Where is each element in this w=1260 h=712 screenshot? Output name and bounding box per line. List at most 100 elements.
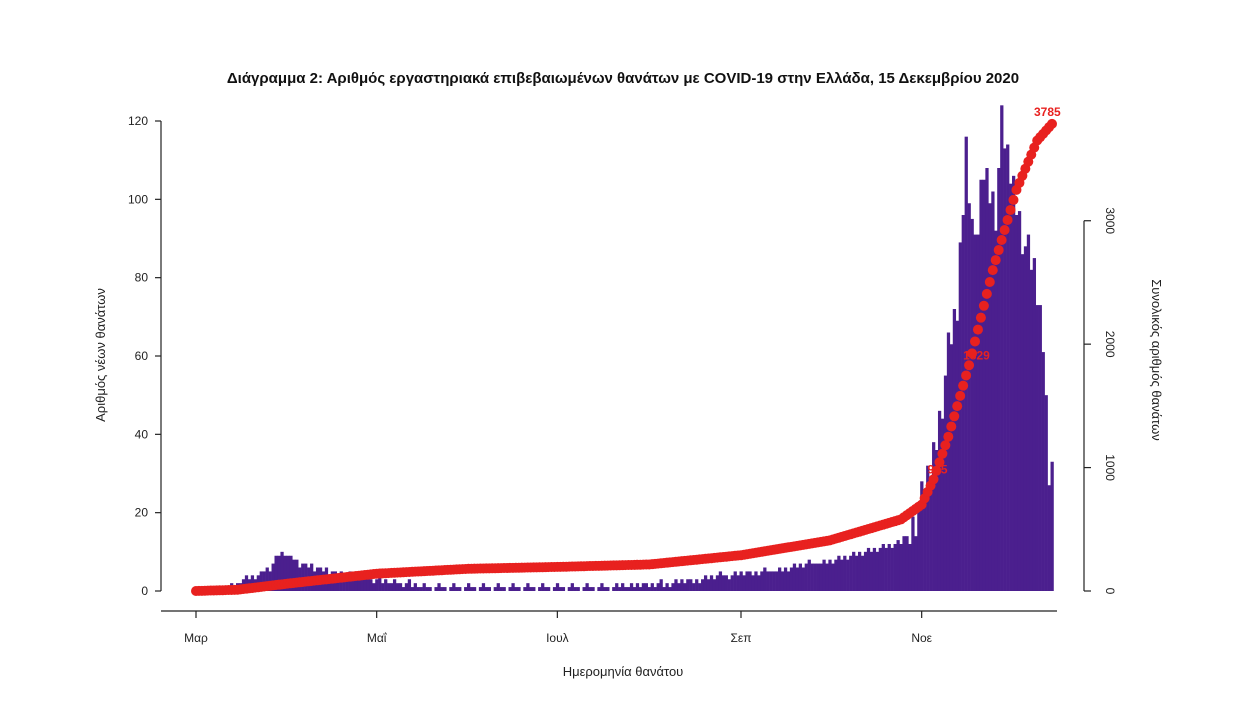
daily-bar xyxy=(378,575,382,591)
daily-bar xyxy=(413,583,417,591)
daily-bar xyxy=(997,168,1001,591)
cumulative-point xyxy=(987,265,998,276)
cumulative-point xyxy=(943,431,954,442)
daily-bar xyxy=(881,544,885,591)
daily-bar xyxy=(366,579,370,591)
daily-bar xyxy=(979,179,983,591)
daily-bar xyxy=(908,544,912,591)
daily-bar xyxy=(860,555,865,591)
x-tick-label: Μαΐ xyxy=(367,631,388,645)
daily-bar xyxy=(810,563,814,591)
daily-bar xyxy=(958,242,962,592)
daily-bar xyxy=(973,234,977,591)
daily-bar xyxy=(807,559,811,591)
daily-bar xyxy=(884,547,888,591)
daily-bar xyxy=(437,583,441,591)
daily-bar xyxy=(683,583,687,591)
daily-bar xyxy=(976,234,980,591)
y2-axis-label: Συνολικός αριθμός θανάτων xyxy=(1149,279,1164,440)
daily-bar xyxy=(381,583,385,591)
daily-bar xyxy=(1006,144,1010,591)
cumulative-point xyxy=(999,224,1010,235)
daily-bar xyxy=(422,583,426,591)
daily-bar xyxy=(709,575,714,591)
daily-bar xyxy=(1009,183,1013,592)
daily-bar xyxy=(896,540,900,591)
daily-bar xyxy=(701,579,705,591)
daily-bar xyxy=(1050,461,1054,591)
daily-bar xyxy=(1035,305,1039,591)
daily-bar xyxy=(650,583,654,591)
daily-bar xyxy=(712,579,717,591)
daily-bar xyxy=(395,583,400,591)
daily-bar xyxy=(789,567,794,591)
daily-bar xyxy=(496,583,500,591)
daily-bar xyxy=(398,583,403,591)
daily-bar xyxy=(351,575,355,591)
daily-bar xyxy=(863,551,868,591)
daily-bar xyxy=(757,575,761,591)
cumulative-point xyxy=(931,465,942,476)
daily-bar xyxy=(783,567,788,591)
daily-bar xyxy=(801,567,805,591)
daily-bar xyxy=(769,571,773,591)
daily-bar xyxy=(292,559,296,591)
daily-bar xyxy=(369,579,373,591)
daily-bar xyxy=(392,579,397,591)
daily-bar xyxy=(532,587,536,591)
daily-bar xyxy=(585,583,589,591)
daily-bar xyxy=(626,587,631,591)
daily-bar xyxy=(603,587,607,591)
daily-bar xyxy=(570,583,574,591)
cumulative-point xyxy=(1008,194,1019,205)
cumulative-point xyxy=(975,312,986,323)
x-tick-label: Νοε xyxy=(911,631,932,645)
daily-bar xyxy=(576,587,580,591)
daily-bar xyxy=(1032,258,1037,591)
daily-bar xyxy=(499,587,503,591)
daily-bar xyxy=(653,587,657,591)
daily-bar xyxy=(831,563,835,591)
daily-bar xyxy=(295,559,299,591)
daily-bar xyxy=(283,555,287,591)
daily-bar xyxy=(855,555,859,591)
cumulative-layer: 905 1829 3785 xyxy=(191,105,1061,596)
daily-bar xyxy=(425,587,429,591)
daily-bar xyxy=(786,571,791,591)
daily-bar xyxy=(745,571,749,591)
daily-bar xyxy=(481,583,486,591)
bars-layer xyxy=(227,105,1054,592)
cumulative-point xyxy=(958,380,969,391)
daily-bar xyxy=(940,418,945,591)
daily-bar xyxy=(721,575,725,591)
daily-bar xyxy=(416,587,420,591)
daily-bar xyxy=(970,218,974,592)
cumulative-point xyxy=(969,336,980,347)
daily-bar xyxy=(443,587,447,591)
daily-bar xyxy=(511,583,515,591)
daily-bar xyxy=(484,587,489,591)
daily-bar xyxy=(274,555,278,591)
daily-bar xyxy=(819,563,823,591)
daily-bar xyxy=(754,571,758,591)
daily-bar xyxy=(419,587,423,591)
daily-bar xyxy=(825,563,829,591)
daily-bar xyxy=(612,587,616,591)
cumulative-point xyxy=(928,474,939,485)
daily-bar xyxy=(591,587,595,591)
daily-bar xyxy=(715,575,720,591)
y2-tick-label: 2000 xyxy=(1103,331,1117,358)
daily-bar xyxy=(949,344,954,591)
daily-bar xyxy=(1038,305,1042,591)
daily-bar xyxy=(517,587,521,591)
daily-bar xyxy=(452,583,456,591)
daily-bar xyxy=(923,500,927,591)
daily-bar xyxy=(840,559,844,591)
daily-bar xyxy=(780,571,785,591)
daily-bar xyxy=(472,587,477,591)
daily-bar xyxy=(843,555,847,591)
daily-bar xyxy=(458,587,462,591)
daily-bar xyxy=(920,481,924,591)
axes-layer: 0 20 40 60 80 100 120 Μαρ Μαΐ Ιουλ Σεπ Νοε 0 1000 2000… xyxy=(128,114,1117,645)
